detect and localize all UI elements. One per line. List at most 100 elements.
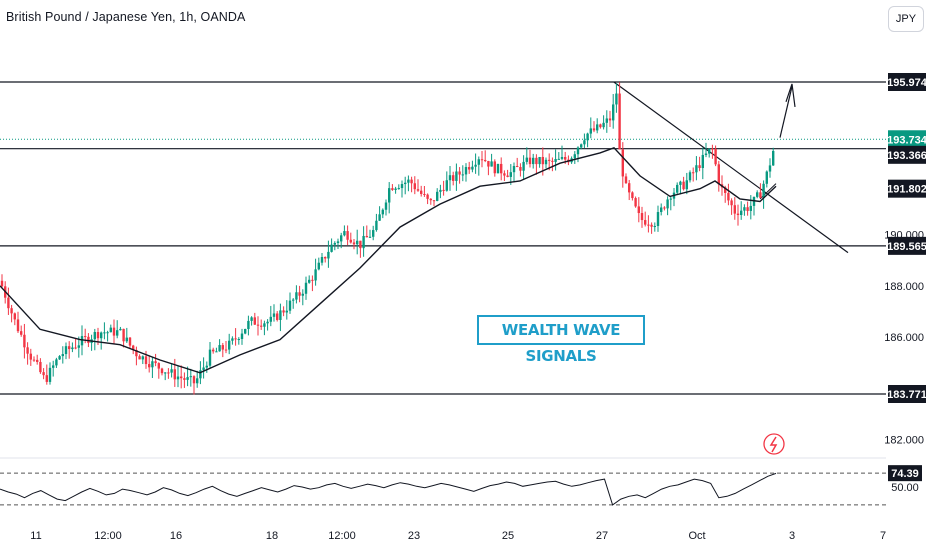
candle-body [237, 339, 240, 341]
candle-body [381, 209, 384, 215]
candle-body [340, 235, 343, 242]
candle-body [717, 164, 720, 185]
candle-body [416, 189, 420, 191]
candle-body [704, 153, 708, 155]
candle-body [77, 345, 80, 348]
candle-body [410, 179, 413, 184]
time-axis: 11 12:00 16 18 12:00 23 25 27 Oct 3 7 [30, 530, 886, 542]
candle-body [439, 189, 442, 192]
candle-body [346, 231, 349, 240]
candle-body [708, 148, 711, 154]
candle-body [618, 93, 621, 150]
candle-body [279, 310, 282, 320]
candle-body [180, 376, 183, 379]
moving-average-line [0, 146, 777, 374]
candle-body [176, 376, 180, 380]
candle-body [663, 207, 666, 209]
candle-body [160, 368, 164, 374]
candle-body [624, 176, 628, 184]
candle-body [122, 328, 125, 342]
candle-body [599, 124, 602, 128]
candle-body [468, 167, 471, 170]
candle-body [343, 231, 346, 236]
candle-body [484, 159, 487, 162]
candle-body [554, 159, 557, 162]
currency-button[interactable]: JPY [888, 6, 924, 32]
candle-body [487, 161, 490, 167]
candle-body [701, 154, 704, 169]
candle-body [55, 359, 58, 366]
candle-body [432, 200, 436, 202]
candle-body [132, 345, 135, 351]
x-tick-label: Oct [688, 530, 705, 542]
candle-body [576, 147, 580, 155]
candle-body [474, 164, 477, 167]
candle-body [141, 356, 144, 360]
candle-body [183, 378, 186, 380]
price-tag-level: 193.366 [887, 150, 927, 162]
candle-body [224, 349, 228, 351]
candle-body [231, 338, 234, 341]
candle-body [560, 156, 564, 159]
candle-body [221, 345, 224, 350]
candle-body [349, 239, 352, 243]
candle-body [263, 323, 266, 327]
candle-body [423, 193, 426, 195]
candle-body [397, 188, 400, 190]
candle-body [420, 190, 423, 194]
candle-body [682, 181, 685, 190]
candle-body [144, 356, 148, 365]
x-tick-label: 12:00 [94, 530, 122, 542]
arrowhead [785, 83, 796, 107]
candle-body [669, 198, 672, 200]
candle-body [743, 207, 746, 211]
candle-body [228, 340, 231, 350]
candle-body [768, 165, 772, 172]
candle-body [282, 310, 285, 313]
candle-body [650, 224, 653, 227]
candle-body [103, 332, 106, 334]
candle-body [71, 347, 74, 350]
candle-body [688, 172, 692, 181]
candle-body [26, 347, 29, 354]
candle-body [516, 165, 519, 167]
rsi-pane: 74.39 50.00 [0, 457, 922, 506]
candle-body [189, 376, 192, 378]
candle-body [765, 171, 768, 184]
candle-body [608, 118, 612, 121]
candle-body [464, 167, 468, 175]
y-tick-label: 182.000 [884, 434, 924, 446]
candle-body [724, 187, 727, 193]
lightning-icon-glyph [769, 436, 778, 453]
candle-body [426, 194, 429, 199]
candle-body [532, 157, 535, 165]
candle-body [10, 308, 13, 314]
candle-body [336, 241, 340, 244]
candle-body [592, 128, 596, 131]
rsi-value-tag-bg [888, 465, 922, 482]
price-tag-level: 191.802 [887, 184, 927, 196]
candle-body [596, 124, 599, 131]
candle-body [253, 317, 256, 325]
watermark-label: WEALTH WAVE SIGNALS [477, 315, 645, 365]
candle-body [324, 256, 327, 259]
candle-body [212, 349, 215, 352]
candle-body [538, 156, 541, 165]
candle-body [317, 262, 320, 270]
trend-drawings [613, 81, 849, 254]
candle-body [692, 172, 695, 174]
candle-body [116, 330, 119, 336]
candle-body [96, 332, 100, 339]
candle-body [119, 328, 122, 331]
candle-body [157, 363, 160, 369]
candle-body [52, 365, 55, 368]
candle-body [138, 356, 141, 360]
candle-body [167, 372, 170, 374]
candle-body [288, 300, 292, 311]
candle-body [628, 183, 631, 193]
candle-body [644, 220, 647, 225]
candle-body [36, 359, 39, 362]
